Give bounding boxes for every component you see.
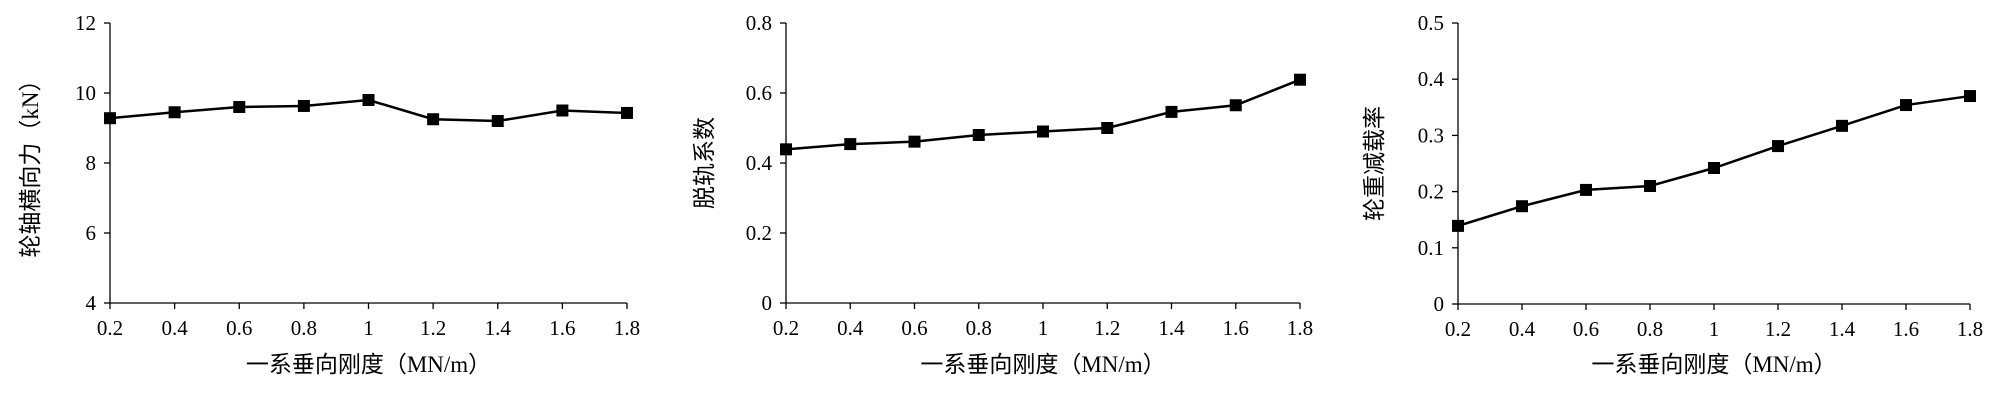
x-tick-label: 1.4 — [1158, 316, 1185, 340]
x-tick-label: 0.6 — [1573, 317, 1599, 341]
x-tick-label: 1.8 — [1287, 316, 1313, 340]
x-tick-label: 0.2 — [97, 316, 123, 340]
marker — [556, 104, 569, 117]
y-tick-label: 0.4 — [746, 151, 773, 175]
y-tick-label: 0.8 — [746, 11, 772, 35]
x-tick-label: 0.4 — [162, 316, 189, 340]
x-tick-label: 1.2 — [420, 316, 446, 340]
x-tick-label: 1 — [363, 316, 374, 340]
marker — [780, 143, 792, 156]
marker — [362, 94, 375, 106]
marker — [1708, 161, 1720, 174]
marker — [1516, 200, 1528, 213]
marker — [1964, 90, 1976, 103]
x-tick-label: 0.6 — [226, 316, 252, 340]
y-tick-label: 12 — [75, 11, 96, 35]
marker — [1836, 119, 1848, 132]
marker — [1229, 99, 1242, 112]
x-tick-label: 0.4 — [837, 316, 864, 340]
y-axis-title: 轮重减载率 — [1362, 106, 1387, 221]
marker — [1580, 183, 1592, 196]
x-tick-label: 0.2 — [773, 316, 799, 340]
y-tick-label: 10 — [75, 81, 96, 105]
x-tick-label: 0.4 — [1509, 317, 1536, 341]
marker — [972, 129, 985, 141]
x-tick-label: 0.8 — [291, 316, 317, 340]
marker — [1101, 122, 1114, 134]
y-tick-label: 0.2 — [746, 221, 772, 245]
marker — [1165, 105, 1178, 118]
x-tick-label: 1.8 — [1957, 317, 1983, 341]
x-tick-label: 1 — [1038, 316, 1049, 340]
x-tick-label: 1.8 — [614, 316, 640, 340]
x-tick-label: 1.4 — [1829, 317, 1856, 341]
x-tick-label: 0.2 — [1445, 317, 1471, 341]
x-tick-label: 1.6 — [549, 316, 575, 340]
x-tick-label: 0.8 — [966, 316, 992, 340]
x-tick-label: 0.6 — [901, 316, 927, 340]
marker — [104, 112, 116, 125]
marker — [844, 138, 857, 151]
x-axis-title: 一系垂向刚度（MN/m） — [1591, 352, 1836, 377]
marker — [168, 106, 181, 119]
marker — [427, 113, 440, 126]
marker — [908, 135, 921, 148]
marker — [1037, 125, 1049, 138]
y-tick-label: 0.6 — [746, 81, 772, 105]
y-tick-label: 0.5 — [1418, 11, 1444, 35]
y-tick-label: 0.1 — [1418, 236, 1444, 260]
marker — [621, 106, 633, 119]
y-tick-label: 0.4 — [1418, 67, 1445, 91]
x-axis-title: 一系垂向刚度（MN/m） — [246, 352, 491, 377]
y-tick-label: 0.2 — [1418, 180, 1444, 204]
series-line — [785, 78, 1301, 151]
x-tick-label: 1.2 — [1094, 316, 1120, 340]
marker — [1452, 219, 1464, 232]
y-tick-label: 0.3 — [1418, 123, 1444, 147]
y-tick-label: 0 — [1434, 292, 1445, 316]
y-axis-title: 脱轨系数 — [692, 117, 717, 209]
x-tick-label: 1.6 — [1893, 317, 1919, 341]
marker — [1900, 99, 1912, 112]
x-tick-label: 1.4 — [485, 316, 512, 340]
y-tick-label: 4 — [86, 291, 97, 315]
x-tick-label: 1.2 — [1765, 317, 1791, 341]
x-tick-label: 0.8 — [1637, 317, 1663, 341]
series-line — [1457, 94, 1971, 228]
x-axis-title: 一系垂向刚度（MN/m） — [920, 352, 1165, 377]
marker — [1294, 73, 1306, 86]
y-tick-label: 8 — [86, 151, 97, 175]
y-tick-label: 6 — [86, 221, 97, 245]
marker — [1644, 179, 1656, 192]
marker — [233, 101, 246, 113]
marker — [1772, 140, 1784, 153]
marker — [491, 115, 504, 127]
y-tick-label: 0 — [762, 291, 773, 315]
x-tick-label: 1.6 — [1223, 316, 1249, 340]
marker — [297, 99, 310, 112]
x-tick-label: 1 — [1709, 317, 1720, 341]
y-axis-title: 轮轴横向力（kN） — [18, 68, 43, 257]
